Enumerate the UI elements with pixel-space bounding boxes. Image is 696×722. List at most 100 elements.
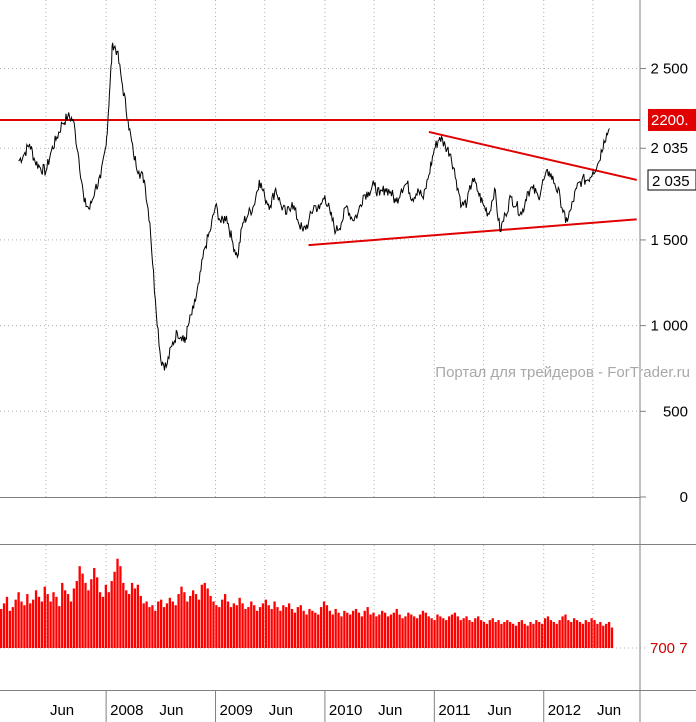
volume-bar bbox=[26, 594, 29, 648]
time-tick-label: Jun bbox=[50, 702, 74, 719]
volume-bar bbox=[314, 612, 317, 648]
volume-bar bbox=[596, 623, 599, 648]
volume-bar bbox=[433, 620, 436, 648]
volume-bar bbox=[299, 605, 302, 648]
volume-bar bbox=[0, 608, 3, 648]
trendlines bbox=[308, 130, 637, 247]
volume-bar bbox=[593, 620, 596, 648]
volume-bar bbox=[104, 584, 108, 648]
volume-bar bbox=[351, 610, 355, 648]
volume-bar bbox=[261, 603, 265, 648]
volume-bar bbox=[110, 581, 113, 648]
volume-bar bbox=[587, 621, 590, 648]
time-tick-label: 2011 bbox=[438, 702, 470, 719]
volume-bar bbox=[532, 623, 535, 648]
volume-bar bbox=[267, 605, 270, 648]
volume-bar bbox=[250, 601, 253, 648]
volume-bar bbox=[453, 612, 457, 648]
volume-bars bbox=[0, 558, 614, 648]
volume-bar bbox=[520, 620, 523, 648]
volume-bar bbox=[456, 616, 459, 648]
volume-bar bbox=[427, 616, 430, 648]
volume-bar bbox=[58, 606, 61, 648]
volume-bar bbox=[113, 571, 116, 648]
volume-bar bbox=[418, 614, 422, 648]
volume-bar bbox=[61, 582, 64, 648]
volume-bar bbox=[206, 588, 209, 648]
volume-bar bbox=[258, 607, 262, 648]
volume-bar bbox=[46, 594, 49, 648]
volume-bar bbox=[340, 616, 343, 648]
volume-bar bbox=[567, 620, 570, 648]
volume-bar bbox=[430, 618, 433, 648]
volume-bar bbox=[287, 603, 291, 648]
volume-bar bbox=[119, 566, 122, 648]
volume-bar bbox=[561, 616, 564, 648]
volume-bar bbox=[29, 603, 32, 648]
last-value-badge bbox=[647, 169, 696, 191]
volume-bar bbox=[360, 616, 363, 648]
volume-bar bbox=[90, 579, 93, 648]
volume-bar bbox=[357, 612, 361, 648]
volume-bar bbox=[232, 603, 236, 648]
time-tick-label: Jun bbox=[488, 702, 512, 719]
volume-bar bbox=[130, 582, 134, 648]
volume-bar bbox=[218, 607, 221, 648]
volume-bar bbox=[293, 612, 297, 648]
volume-bar bbox=[247, 607, 250, 648]
volume-bar bbox=[439, 616, 442, 648]
volume-bar bbox=[575, 620, 579, 648]
volume-bar bbox=[87, 590, 90, 648]
volume-bar bbox=[581, 623, 585, 648]
volume-bar bbox=[81, 573, 84, 648]
volume-bar bbox=[23, 605, 26, 648]
volume-bar bbox=[445, 620, 448, 648]
volume-bar bbox=[465, 616, 468, 648]
volume-bar bbox=[369, 614, 372, 648]
time-axis-ticks: Jun 2008 Jun 2009 Jun 2010 Jun 2011 Jun 2012 Jun bbox=[50, 690, 621, 722]
time-tick-label: 2009 bbox=[220, 702, 253, 719]
volume-bar bbox=[343, 610, 346, 648]
time-tick-label: Jun bbox=[597, 702, 621, 719]
volume-bar bbox=[584, 620, 587, 648]
time-tick-label: 2010 bbox=[329, 702, 362, 719]
volume-bar bbox=[398, 614, 401, 648]
volume-bar bbox=[450, 614, 454, 648]
volume-bar bbox=[215, 605, 218, 648]
volume-bar bbox=[526, 625, 529, 648]
volume-bar bbox=[229, 607, 233, 648]
volume-bar bbox=[389, 614, 393, 648]
volume-bar bbox=[401, 618, 404, 648]
volume-bar bbox=[162, 607, 166, 648]
volume-bar bbox=[386, 616, 390, 648]
volume-bar bbox=[5, 596, 9, 648]
volume-bar bbox=[346, 612, 349, 648]
volume-bar bbox=[311, 610, 314, 648]
volume-bar bbox=[238, 597, 241, 648]
volume-bar bbox=[32, 599, 35, 648]
volume-bar bbox=[392, 612, 395, 648]
volume-bar bbox=[107, 592, 110, 648]
volume-bar bbox=[72, 588, 76, 648]
volume-bar bbox=[395, 608, 398, 648]
volume-bar bbox=[541, 623, 544, 648]
volume-bar bbox=[564, 614, 567, 648]
time-tick-label: Jun bbox=[159, 702, 183, 719]
volume-bar bbox=[319, 607, 323, 648]
volume-bar bbox=[273, 601, 276, 648]
price-tick-label: 0 bbox=[680, 489, 688, 506]
volume-bar bbox=[302, 610, 305, 648]
volume-bar bbox=[212, 601, 215, 648]
volume-bar bbox=[276, 607, 279, 648]
volume-bar bbox=[462, 618, 465, 648]
volume-bar bbox=[509, 621, 512, 648]
volume-bar bbox=[375, 616, 378, 648]
volume-bar bbox=[378, 614, 381, 648]
volume-bar bbox=[165, 603, 169, 648]
time-tick-label: 2012 bbox=[548, 702, 581, 719]
volume-bar bbox=[413, 616, 416, 648]
volume-bar bbox=[471, 621, 474, 648]
volume-bar bbox=[511, 623, 515, 648]
volume-bar bbox=[573, 618, 576, 648]
volume-bar bbox=[482, 621, 486, 648]
